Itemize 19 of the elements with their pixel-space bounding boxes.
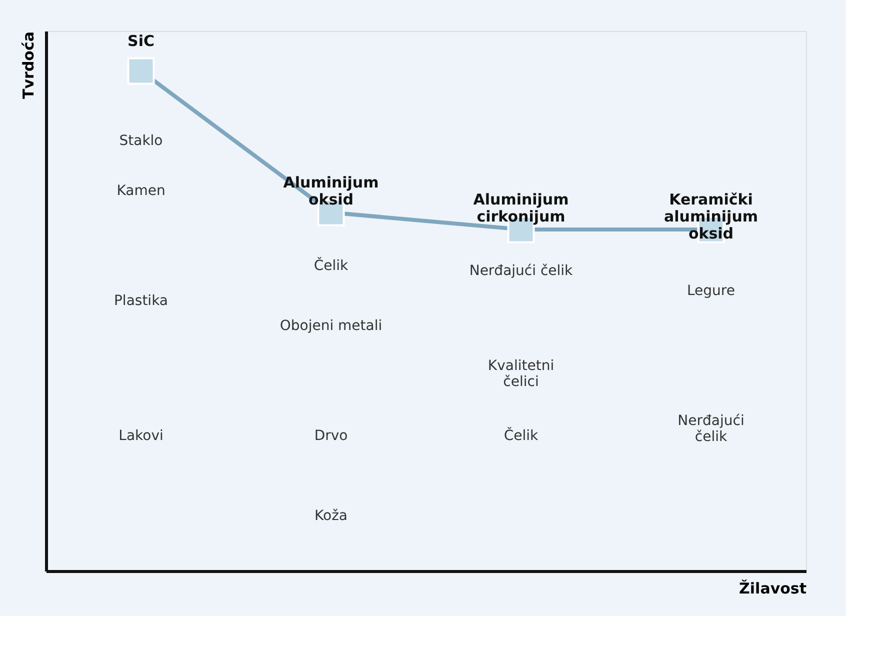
- x-tick-label: Aluminijum oksid: [283, 174, 379, 208]
- annotation: Kamen: [116, 183, 166, 199]
- annotation: Legure: [687, 283, 735, 299]
- annotation: Čelik: [504, 427, 540, 444]
- annotation: Staklo: [119, 133, 163, 149]
- annotation: Kvalitetni čelici: [488, 358, 554, 390]
- annotation: Drvo: [314, 428, 348, 444]
- annotation: Obojeni metali: [280, 318, 382, 334]
- x-tick-label: SiC: [128, 32, 154, 50]
- annotation: Čelik: [314, 257, 350, 274]
- annotation: Nerđajući čelik: [469, 263, 574, 279]
- x-axis-title: Žilavost: [739, 580, 806, 598]
- x-tick-label: Keramički aluminijum oksid: [664, 190, 758, 242]
- annotation: Nerđajući čelik: [678, 413, 744, 445]
- x-tick-label: Aluminijum cirkonijum: [473, 190, 569, 226]
- annotation: Plastika: [114, 293, 168, 309]
- y-axis-title: Tvrdoća: [20, 32, 38, 99]
- annotation: Lakovi: [118, 428, 164, 444]
- annotation: Koža: [314, 508, 348, 524]
